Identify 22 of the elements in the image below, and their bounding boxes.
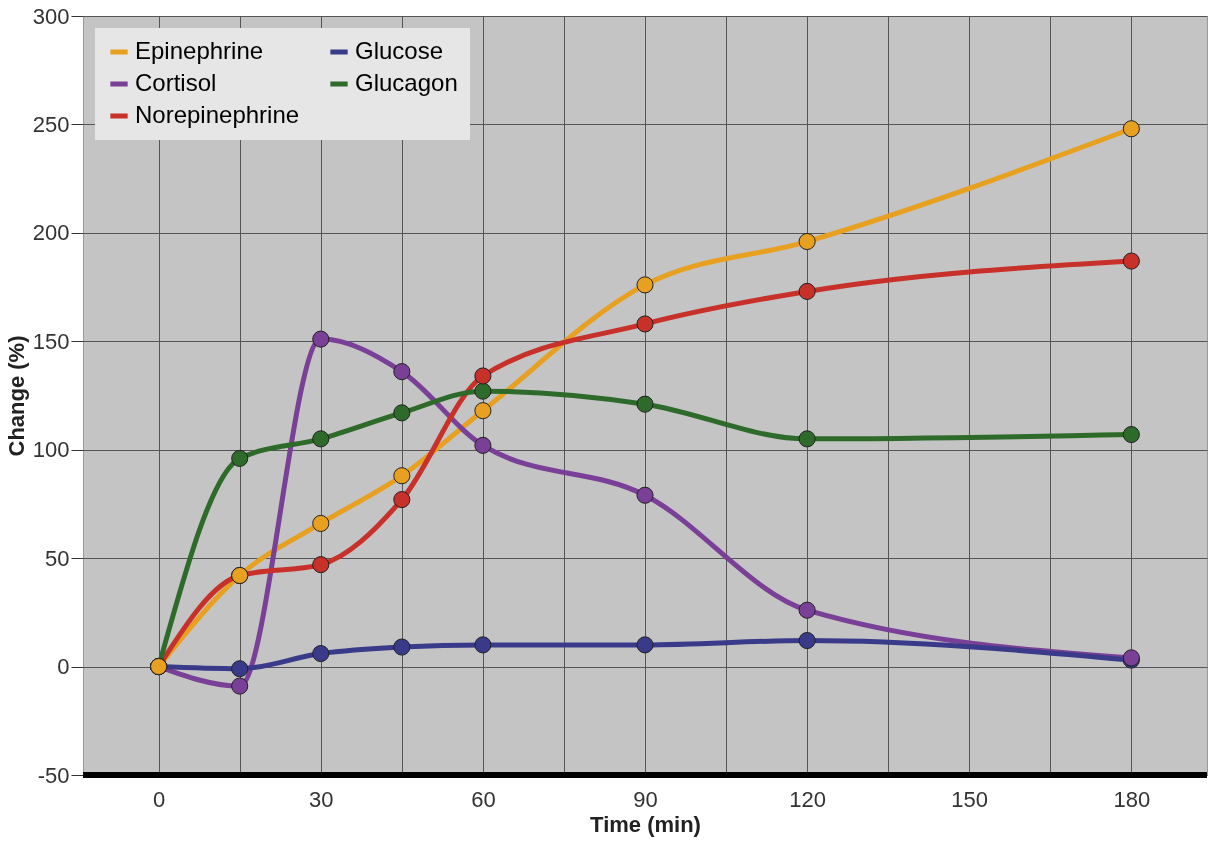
y-axis-title: Change (%) [3,335,29,457]
x-tick-label: 30 [309,786,334,812]
y-tick-label: 100 [32,437,70,463]
legend-label: Glucose [355,37,444,64]
legend-label: Norepinephrine [135,101,300,128]
legend-label: Cortisol [135,69,217,96]
legend-label: Epinephrine [135,37,264,64]
x-tick-label: 0 [153,786,166,812]
x-axis-title: Time (min) [590,811,701,837]
y-tick-label: 0 [57,654,70,680]
y-tick-label: 50 [45,545,70,571]
y-tick-label: -50 [37,762,70,788]
x-tick-label: 120 [789,786,826,812]
x-tick-label: 150 [951,786,989,812]
x-tick-label: 180 [1113,786,1151,812]
y-tick-label: 250 [32,111,70,137]
legend-label: Glucagon [355,69,458,96]
x-tick-label: 90 [633,786,658,812]
y-tick-label: 300 [32,3,70,29]
y-tick-label: 150 [32,328,70,354]
x-tick-label: 60 [471,786,496,812]
y-tick-label: 200 [32,220,70,246]
